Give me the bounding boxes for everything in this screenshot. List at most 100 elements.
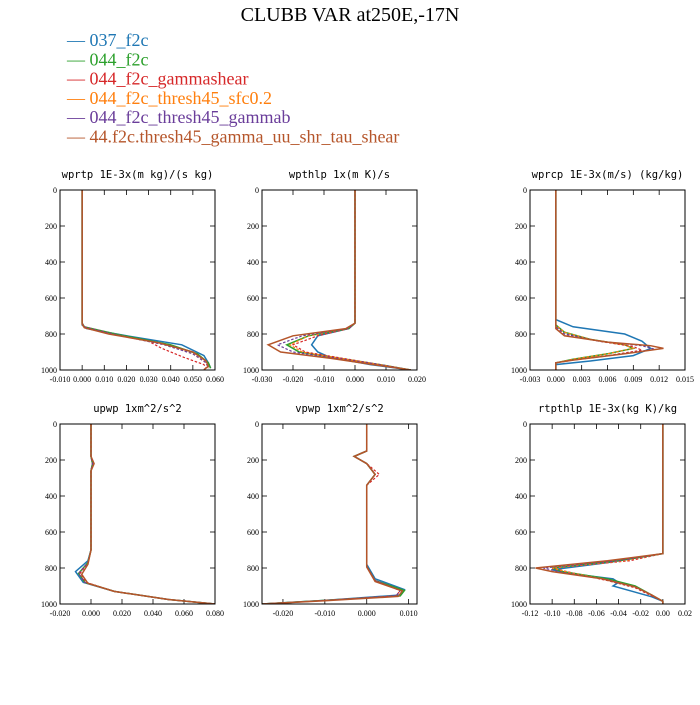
legend-entry: — 044_f2c_thresh45_gammab <box>66 107 290 127</box>
y-tick-label: 800 <box>45 330 57 339</box>
figure-title: CLUBB VAR at250E,-17N <box>241 4 460 26</box>
panel-title: wpthlp 1x(m K)/s <box>289 169 390 181</box>
x-tick-label: 0.020 <box>117 375 135 384</box>
x-tick-label: 0.006 <box>599 375 617 384</box>
y-tick-label: 800 <box>45 564 57 573</box>
y-tick-label: 600 <box>515 528 527 537</box>
y-tick-label: 1000 <box>243 366 259 375</box>
series-line <box>74 424 215 604</box>
x-tick-label: -0.06 <box>588 609 605 618</box>
series-line <box>555 190 645 370</box>
x-tick-label: 0.040 <box>144 609 162 618</box>
series-line <box>80 424 215 604</box>
series-line <box>81 190 207 369</box>
series-line <box>551 424 664 604</box>
y-tick-label: 200 <box>247 456 259 465</box>
panels: wprtp 1E-3x(m kg)/(s kg) 0 200 400 600 800 100… <box>41 169 694 618</box>
x-tick-label: -0.003 <box>520 375 541 384</box>
y-tick-label: 600 <box>45 528 57 537</box>
x-tick-label: 0.020 <box>113 609 131 618</box>
x-tick-label: -0.08 <box>566 609 583 618</box>
x-tick-label: -0.010 <box>50 375 71 384</box>
x-tick-label: 0.050 <box>184 375 202 384</box>
x-tick-label: 0.015 <box>676 375 694 384</box>
plot-frame <box>59 189 216 371</box>
series-line <box>555 190 664 370</box>
series-line <box>81 190 209 369</box>
y-tick-label: 400 <box>45 258 57 267</box>
series-line <box>81 190 210 370</box>
x-tick-label: 0.000 <box>82 609 100 618</box>
y-tick-label: 1000 <box>511 600 527 609</box>
series-line <box>77 424 215 604</box>
series-line <box>81 190 212 369</box>
y-tick-label: 200 <box>45 222 57 231</box>
y-tick-label: 200 <box>247 222 259 231</box>
panel-title: upwp 1xm^2/s^2 <box>93 403 182 415</box>
legend-entry: — 44.f2c.thresh45_gamma_uu_shr_tau_shear <box>66 127 399 147</box>
x-tick-label: -0.02 <box>632 609 649 618</box>
y-tick-label: 0 <box>255 420 259 429</box>
x-tick-label: 0.000 <box>346 375 364 384</box>
y-tick-label: 600 <box>45 294 57 303</box>
x-tick-label: -0.12 <box>522 609 539 618</box>
x-tick-label: -0.04 <box>610 609 627 618</box>
x-tick-label: 0.003 <box>573 375 591 384</box>
series-line <box>81 190 209 369</box>
x-tick-label: 0.02 <box>678 609 692 618</box>
y-tick-label: 1000 <box>243 600 259 609</box>
y-tick-label: 200 <box>515 222 527 231</box>
series-line <box>535 424 664 604</box>
y-tick-label: 600 <box>247 294 259 303</box>
y-tick-label: 600 <box>247 528 259 537</box>
x-tick-label: -0.10 <box>544 609 561 618</box>
y-tick-label: 1000 <box>41 600 57 609</box>
x-tick-label: 0.060 <box>175 609 193 618</box>
y-tick-label: 400 <box>515 492 527 501</box>
legend: — 037_f2c— 044_f2c— 044_f2c_gammashear— … <box>66 30 399 147</box>
series-line <box>555 190 652 370</box>
y-tick-label: 800 <box>247 564 259 573</box>
series-line <box>262 424 406 604</box>
y-tick-label: 200 <box>45 456 57 465</box>
x-tick-label: -0.020 <box>50 609 71 618</box>
x-tick-label: 0.012 <box>650 375 668 384</box>
series-line <box>310 190 411 370</box>
y-tick-label: 200 <box>515 456 527 465</box>
y-tick-label: 800 <box>515 330 527 339</box>
series-line <box>262 424 406 604</box>
y-tick-label: 0 <box>53 420 57 429</box>
y-tick-label: 0 <box>523 420 527 429</box>
legend-entry: — 044_f2c_gammashear <box>66 69 248 89</box>
series-line <box>551 424 664 604</box>
x-tick-label: 0.010 <box>377 375 395 384</box>
x-tick-label: 0.000 <box>547 375 565 384</box>
series-line <box>77 424 215 604</box>
series-line <box>551 424 664 604</box>
x-tick-label: 0.009 <box>624 375 642 384</box>
y-tick-label: 400 <box>515 258 527 267</box>
series-line <box>266 190 411 370</box>
plot-frame <box>529 189 686 371</box>
x-tick-label: 0.000 <box>358 609 376 618</box>
y-tick-label: 1000 <box>41 366 57 375</box>
series-line <box>262 424 402 604</box>
x-tick-label: 0.030 <box>140 375 158 384</box>
plot-panel: vpwp 1xm^2/s^2 0 200 400 600 800 1000 -0.020 -0.… <box>243 403 418 618</box>
y-tick-label: 0 <box>523 186 527 195</box>
x-tick-label: -0.010 <box>315 609 336 618</box>
plot-frame <box>261 189 418 371</box>
legend-entry: — 044_f2c_thresh45_sfc0.2 <box>66 88 272 108</box>
plot-frame <box>59 423 216 605</box>
x-tick-label: 0.060 <box>206 375 224 384</box>
x-tick-label: -0.020 <box>283 375 304 384</box>
y-tick-label: 400 <box>247 492 259 501</box>
y-tick-label: 400 <box>45 492 57 501</box>
series-line <box>275 190 411 370</box>
x-tick-label: 0.00 <box>656 609 670 618</box>
y-tick-label: 800 <box>515 564 527 573</box>
plot-panel: wpthlp 1x(m K)/s 0 200 400 600 800 1000-0.030 -… <box>243 169 426 384</box>
y-tick-label: 400 <box>247 258 259 267</box>
